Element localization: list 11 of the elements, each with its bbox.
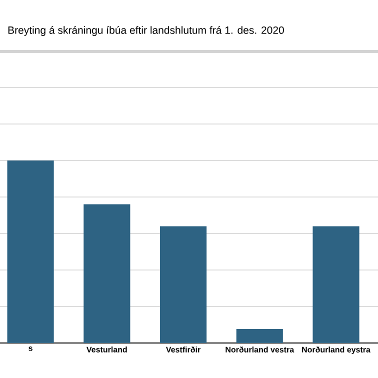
chart-title: Breyting á skráningu íbúa eftir landshlutum frá 1. des. 2020 [8, 26, 284, 36]
x-tick-label: Norðurland vestra [226, 346, 294, 352]
x-tick-label: s [28, 346, 32, 351]
x-tick-label: Vestfirðir [166, 346, 200, 352]
x-tick-label: Vesturland [86, 346, 127, 352]
x-tick-label: Norðurland eystra [302, 346, 370, 354]
bar [160, 226, 207, 343]
bar [7, 160, 54, 343]
bar [236, 328, 283, 343]
bar [312, 226, 360, 343]
bar [84, 204, 130, 343]
